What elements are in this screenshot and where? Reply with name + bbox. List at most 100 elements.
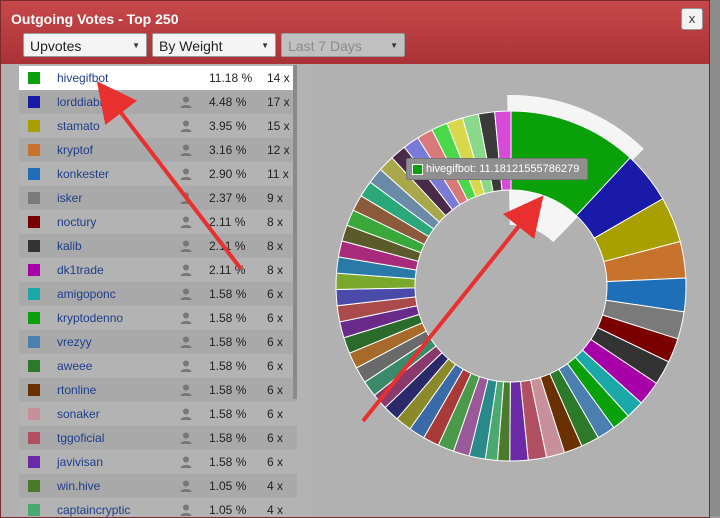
voter-name-link[interactable]: tggoficial: [57, 431, 105, 445]
voter-name-link[interactable]: kalib: [57, 239, 82, 253]
vote-count: 4 x: [267, 503, 284, 517]
color-swatch: [28, 456, 40, 468]
list-scrollbar[interactable]: [293, 65, 297, 399]
color-swatch: [28, 144, 40, 156]
vote-count: 8 x: [267, 263, 284, 277]
tooltip-value: 11.18121555786279: [479, 163, 580, 175]
user-icon[interactable]: [179, 359, 193, 373]
votes-donut-chart: [335, 95, 687, 462]
voter-row[interactable]: win.hive 1.05 % 4 x: [19, 474, 297, 498]
user-icon[interactable]: [179, 311, 193, 325]
vote-percent: 1.58 %: [209, 287, 247, 301]
vote-count: 4 x: [267, 479, 284, 493]
voter-name-link[interactable]: aweee: [57, 359, 93, 373]
tooltip-color-swatch: [412, 164, 423, 175]
vote-count: 17 x: [267, 95, 290, 109]
period-select: Last 7 Days ▼: [281, 33, 405, 57]
vote-percent: 1.58 %: [209, 359, 247, 373]
voter-name-link[interactable]: win.hive: [57, 479, 101, 493]
vote-percent: 1.58 %: [209, 383, 247, 397]
color-swatch: [28, 312, 40, 324]
voter-name-link[interactable]: lorddiablo: [57, 95, 110, 109]
user-icon[interactable]: [179, 383, 193, 397]
vote-count: 9 x: [267, 191, 284, 205]
voter-row[interactable]: hivegifbot 11.18 % 14 x: [19, 66, 297, 90]
dialog-titlebar: Outgoing Votes - Top 250 x Upvotes ▼ By …: [1, 1, 709, 64]
user-icon[interactable]: [179, 287, 193, 301]
color-swatch: [28, 240, 40, 252]
user-icon[interactable]: [179, 431, 193, 445]
vote-count: 15 x: [267, 119, 290, 133]
close-button[interactable]: x: [681, 8, 703, 30]
voter-name-link[interactable]: dk1trade: [57, 263, 104, 277]
voter-row[interactable]: aweee 1.58 % 6 x: [19, 354, 297, 378]
color-swatch: [28, 384, 40, 396]
user-icon[interactable]: [179, 479, 193, 493]
color-swatch: [28, 288, 40, 300]
voter-row[interactable]: rtonline 1.58 % 6 x: [19, 378, 297, 402]
voter-name-link[interactable]: kryptof: [57, 143, 94, 157]
vote-type-value: Upvotes: [30, 38, 82, 54]
color-swatch: [28, 72, 40, 84]
voter-name-link[interactable]: konkester: [57, 167, 110, 181]
vote-count: 6 x: [267, 407, 284, 421]
vote-count: 6 x: [267, 383, 284, 397]
voter-name-link[interactable]: rtonline: [57, 383, 97, 397]
user-icon[interactable]: [179, 335, 193, 349]
voter-row[interactable]: javivisan 1.58 % 6 x: [19, 450, 297, 474]
weight-select[interactable]: By Weight ▼: [152, 33, 276, 57]
vote-count: 6 x: [267, 335, 284, 349]
weight-value: By Weight: [159, 38, 223, 54]
voter-row[interactable]: vrezyy 1.58 % 6 x: [19, 330, 297, 354]
vote-count: 6 x: [267, 359, 284, 373]
vote-percent: 1.58 %: [209, 407, 247, 421]
voter-row[interactable]: captaincryptic 1.05 % 4 x: [19, 498, 297, 517]
voter-name-link[interactable]: hivegifbot: [57, 71, 109, 85]
vote-percent: 11.18 %: [209, 71, 253, 85]
tooltip-name: hivegifbot: [426, 163, 474, 175]
color-swatch: [28, 216, 40, 228]
color-swatch: [28, 168, 40, 180]
color-swatch: [28, 264, 40, 276]
voter-name-link[interactable]: stamato: [57, 119, 100, 133]
voter-name-link[interactable]: vrezyy: [57, 335, 92, 349]
vote-count: 6 x: [267, 455, 284, 469]
voter-name-link[interactable]: sonaker: [57, 407, 100, 421]
voter-row[interactable]: amigoponc 1.58 % 6 x: [19, 282, 297, 306]
voter-list: hivegifbot 11.18 % 14 x lorddiablo 4.48 % 17 …: [19, 65, 311, 517]
voter-name-link[interactable]: isker: [57, 191, 83, 205]
color-swatch: [28, 192, 40, 204]
color-swatch: [28, 432, 40, 444]
vote-percent: 1.58 %: [209, 311, 247, 325]
voter-name-link[interactable]: amigoponc: [57, 287, 116, 301]
chevron-down-icon: ▼: [390, 41, 398, 50]
vote-count: 8 x: [267, 239, 284, 253]
voter-name-link[interactable]: javivisan: [57, 455, 104, 469]
chevron-down-icon: ▼: [132, 41, 140, 50]
vote-percent: 1.58 %: [209, 431, 247, 445]
voter-row[interactable]: sonaker 1.58 % 6 x: [19, 402, 297, 426]
color-swatch: [28, 120, 40, 132]
vote-count: 8 x: [267, 215, 284, 229]
voter-name-link[interactable]: noctury: [57, 215, 97, 229]
vote-percent: 1.05 %: [209, 479, 247, 493]
color-swatch: [28, 336, 40, 348]
voter-name-link[interactable]: kryptodenno: [57, 311, 124, 325]
vote-count: 6 x: [267, 431, 284, 445]
vote-count: 6 x: [267, 287, 284, 301]
user-icon[interactable]: [179, 407, 193, 421]
user-icon[interactable]: [179, 503, 193, 517]
user-icon[interactable]: [179, 455, 193, 469]
vote-percent: 1.05 %: [209, 503, 247, 517]
voter-row[interactable]: tggoficial 1.58 % 6 x: [19, 426, 297, 450]
voter-row[interactable]: kryptodenno 1.58 % 6 x: [19, 306, 297, 330]
chevron-down-icon: ▼: [261, 41, 269, 50]
color-swatch: [28, 360, 40, 372]
period-value: Last 7 Days: [288, 38, 362, 54]
vote-count: 14 x: [267, 71, 290, 85]
dialog-title: Outgoing Votes - Top 250: [11, 11, 179, 27]
vote-type-select[interactable]: Upvotes ▼: [23, 33, 147, 57]
voter-name-link[interactable]: captaincryptic: [57, 503, 131, 517]
vote-percent: 1.58 %: [209, 455, 247, 469]
